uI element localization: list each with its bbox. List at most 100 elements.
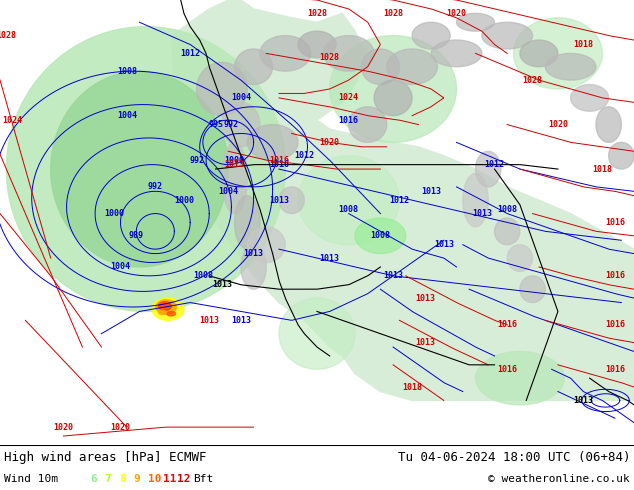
Text: 6: 6 [90,474,97,484]
Text: 1008: 1008 [339,205,359,214]
Text: 1004: 1004 [218,187,238,196]
Text: 992: 992 [148,182,163,192]
Text: 1016: 1016 [605,320,625,329]
Text: 1016: 1016 [269,156,289,165]
Text: 9: 9 [134,474,140,484]
Text: 989: 989 [129,231,144,240]
Text: 1013: 1013 [199,316,219,325]
Text: 1016: 1016 [497,365,517,374]
Polygon shape [279,187,304,214]
Text: 7: 7 [105,474,111,484]
Polygon shape [298,156,399,245]
Text: 1013: 1013 [224,160,245,169]
Text: 1008: 1008 [193,271,213,280]
Text: High wind areas [hPa] ECMWF: High wind areas [hPa] ECMWF [4,451,207,464]
Text: 12: 12 [177,474,190,484]
Text: 10: 10 [148,474,162,484]
Text: 1020: 1020 [110,422,131,432]
Text: 1012: 1012 [294,151,314,160]
Text: 1018: 1018 [573,40,593,49]
Text: 1020: 1020 [53,422,74,432]
Polygon shape [456,13,495,31]
Text: 1013: 1013 [434,240,454,249]
Text: © weatheronline.co.uk: © weatheronline.co.uk [488,474,630,484]
Polygon shape [596,107,621,143]
Text: 1013: 1013 [415,294,435,303]
Polygon shape [158,302,171,311]
Polygon shape [463,173,488,227]
Polygon shape [520,276,545,302]
Polygon shape [156,300,176,314]
Polygon shape [241,245,266,289]
Text: 1016: 1016 [605,365,625,374]
Text: 1028: 1028 [383,9,403,18]
Polygon shape [235,196,260,249]
Polygon shape [171,0,634,400]
Text: 11: 11 [162,474,176,484]
Text: 1000: 1000 [224,156,245,165]
Polygon shape [349,107,387,143]
Text: 1024: 1024 [3,116,23,124]
Text: 1013: 1013 [320,253,340,263]
Text: 1018: 1018 [402,383,422,392]
Text: 1012: 1012 [389,196,410,205]
Text: 1020: 1020 [320,138,340,147]
Text: 1016: 1016 [605,271,625,280]
Text: 1013: 1013 [573,396,593,405]
Polygon shape [507,245,533,271]
Polygon shape [387,49,437,85]
Text: 1016: 1016 [269,160,289,169]
Polygon shape [6,26,285,312]
Polygon shape [247,227,285,263]
Polygon shape [431,40,482,67]
Polygon shape [222,102,260,147]
Text: 1004: 1004 [231,94,251,102]
Polygon shape [279,298,355,369]
Text: 1013: 1013 [421,187,441,196]
Text: Bft: Bft [193,474,214,484]
Polygon shape [412,22,450,49]
Text: 1008: 1008 [370,231,391,240]
Text: 1013: 1013 [383,271,403,280]
Text: 1012: 1012 [484,160,505,169]
Polygon shape [330,36,456,143]
Text: 1008: 1008 [117,67,137,75]
Polygon shape [374,80,412,116]
Polygon shape [222,143,247,214]
Polygon shape [476,151,501,187]
Text: 992: 992 [224,120,239,129]
Text: 1028: 1028 [320,53,340,62]
Text: 1016: 1016 [605,218,625,227]
Text: 1013: 1013 [269,196,289,205]
Polygon shape [520,40,558,67]
Polygon shape [323,36,374,71]
Text: 1013: 1013 [415,338,435,347]
Polygon shape [609,143,634,169]
Text: 1004: 1004 [110,263,131,271]
Text: 1028: 1028 [0,31,16,40]
Polygon shape [197,62,247,116]
Polygon shape [361,49,399,85]
Polygon shape [495,218,520,245]
Polygon shape [167,312,176,316]
Text: 995: 995 [208,120,223,129]
Text: 1024: 1024 [339,94,359,102]
Text: 1013: 1013 [231,316,251,325]
Polygon shape [298,31,336,58]
Text: 1016: 1016 [497,320,517,329]
Text: 1008: 1008 [497,205,517,214]
Text: 1013: 1013 [212,280,232,289]
Polygon shape [514,18,602,89]
Text: 1012: 1012 [180,49,200,58]
Text: 1018: 1018 [592,165,612,173]
Polygon shape [51,71,228,267]
Polygon shape [355,218,406,254]
Polygon shape [158,310,166,315]
Text: 992: 992 [189,156,204,165]
Text: 1000: 1000 [174,196,194,205]
Polygon shape [260,36,311,71]
Text: 1016: 1016 [339,116,359,124]
Text: Tu 04-06-2024 18:00 UTC (06+84): Tu 04-06-2024 18:00 UTC (06+84) [398,451,630,464]
Text: 1013: 1013 [243,249,264,258]
Polygon shape [545,53,596,80]
